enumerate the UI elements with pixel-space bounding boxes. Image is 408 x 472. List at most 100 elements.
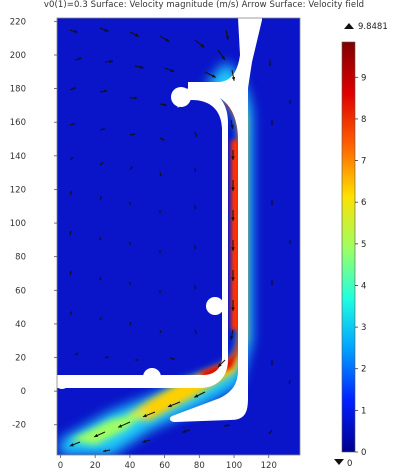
colorbar-tick-label: 5 xyxy=(361,240,366,250)
x-tick-label: 100 xyxy=(226,461,242,471)
velocity-arrow xyxy=(231,210,235,221)
velocity-arrow xyxy=(129,31,140,37)
velocity-arrow xyxy=(224,424,231,427)
velocity-arrow xyxy=(268,60,272,66)
velocity-arrow xyxy=(268,429,273,435)
velocity-arrow xyxy=(230,119,234,129)
velocity-arrow xyxy=(129,202,131,205)
velocity-glow-mid xyxy=(70,86,246,445)
y-tick-label: 20 xyxy=(15,354,26,364)
left-wall xyxy=(30,18,57,455)
y-tick-label: 80 xyxy=(15,253,26,263)
y-tick-label: 180 xyxy=(10,85,26,95)
colorbar-tick-label: 4 xyxy=(361,281,366,291)
colorbar-tick-label: 1 xyxy=(361,406,366,416)
plot-frame xyxy=(56,17,301,456)
velocity-arrow xyxy=(69,87,76,91)
y-tick-label: 40 xyxy=(15,320,26,330)
velocity-arrow xyxy=(194,245,196,249)
y-tick-label: -20 xyxy=(12,421,26,431)
velocity-arrow xyxy=(99,128,105,131)
y-tick-label: 220 xyxy=(10,17,26,27)
velocity-arrow xyxy=(103,449,111,453)
velocity-arrow xyxy=(74,352,79,356)
y-tick-label: 160 xyxy=(10,118,26,128)
velocity-arrow xyxy=(230,329,234,340)
velocity-arrow xyxy=(194,391,206,398)
velocity-arrow xyxy=(104,59,114,64)
velocity-arrow xyxy=(159,290,161,293)
velocity-arrow xyxy=(289,100,291,104)
velocity-arrow xyxy=(159,35,170,43)
velocity-arrow xyxy=(289,240,291,244)
velocity-arrow xyxy=(69,156,74,161)
obstacles xyxy=(30,18,262,455)
velocity-arrow xyxy=(271,280,273,285)
bottom-bulb xyxy=(143,368,161,386)
colorbar-max-marker xyxy=(344,23,354,29)
velocity-arrow xyxy=(69,230,72,236)
velocity-arrow xyxy=(159,250,161,253)
velocity-arrow xyxy=(225,29,229,40)
x-tick-label: 80 xyxy=(194,461,205,471)
y-tick-label: 0 xyxy=(21,387,26,397)
velocity-arrow xyxy=(129,166,133,171)
velocity-arrow xyxy=(69,311,73,316)
colorbar-tick-label: 7 xyxy=(361,157,366,167)
colorbar-tick-label: 6 xyxy=(361,198,366,208)
velocity-arrow xyxy=(231,270,235,281)
velocity-arrow xyxy=(231,300,235,311)
colorbar-tick-label: 2 xyxy=(361,365,366,375)
velocity-arrow xyxy=(159,329,162,334)
velocity-arrow xyxy=(129,133,136,136)
velocity-arrow xyxy=(167,401,181,408)
velocity-arrow xyxy=(164,67,175,73)
velocity-arrow xyxy=(194,329,197,334)
velocity-arrow xyxy=(194,205,196,209)
velocity-arrow xyxy=(204,71,216,78)
axes: 0 20 40 60 80 100 120 -20 0 20 40 60 80 100 120 140 160 1… xyxy=(10,17,301,471)
colorbar-gradient xyxy=(341,41,356,453)
velocity-arrow xyxy=(288,379,291,385)
colorbar: 0 1 2 3 4 5 6 7 8 9 9.8481 0 xyxy=(334,22,388,469)
y-tick-label: 60 xyxy=(15,286,26,296)
plot-area xyxy=(57,18,300,455)
y-tick-label: 200 xyxy=(10,51,26,61)
colorbar-min-marker xyxy=(334,459,344,465)
velocity-arrow xyxy=(159,171,162,177)
corner-bulb xyxy=(55,375,69,389)
colorbar-tick-label: 0 xyxy=(361,448,366,458)
inner-blade xyxy=(169,18,262,422)
velocity-arrow xyxy=(99,196,102,201)
colorbar-tick-label: 3 xyxy=(361,323,366,333)
velocity-arrow xyxy=(99,276,102,281)
velocity-arrow xyxy=(231,180,235,191)
velocity-arrow xyxy=(93,431,106,438)
velocity-arrow xyxy=(134,65,144,69)
plot-title: v0(1)=0.3 Surface: Velocity magnitude (m… xyxy=(43,0,365,10)
velocity-arrow xyxy=(159,210,161,213)
velocity-arrow xyxy=(194,39,205,48)
colorbar-max-label: 9.8481 xyxy=(358,22,388,32)
velocity-arrow xyxy=(217,359,226,368)
x-tick-label: 0 xyxy=(58,461,63,471)
velocity-arrow xyxy=(129,242,131,245)
velocity-arrow xyxy=(142,439,151,443)
velocity-arrow xyxy=(169,357,175,360)
x-tick-label: 60 xyxy=(159,461,170,471)
velocity-arrow xyxy=(69,191,73,196)
velocity-arrow xyxy=(129,321,132,326)
velocity-arrow xyxy=(135,359,139,361)
colorbar-tick-label: 8 xyxy=(361,115,366,125)
y-tick-label: 120 xyxy=(10,185,26,195)
velocity-arrow xyxy=(104,356,109,359)
velocity-arrow xyxy=(129,282,131,285)
velocity-arrows xyxy=(69,27,291,453)
velocity-arrow xyxy=(99,236,101,241)
velocity-arrow xyxy=(99,89,107,93)
velocity-arrow xyxy=(194,131,198,137)
velocity-arrow xyxy=(271,120,273,125)
velocity-arrow xyxy=(99,27,109,32)
velocity-arrow xyxy=(231,150,235,160)
